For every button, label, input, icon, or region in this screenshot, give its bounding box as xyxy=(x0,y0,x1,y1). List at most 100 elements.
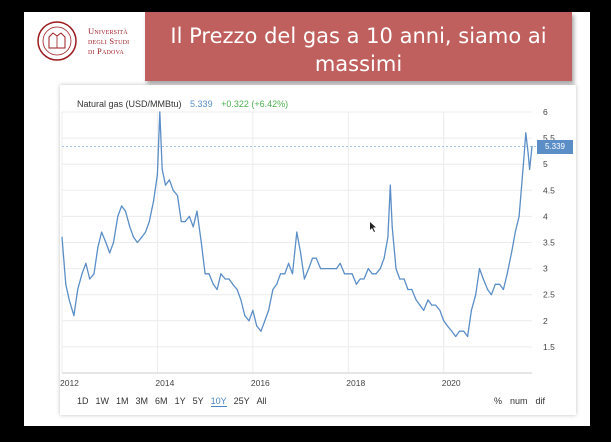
range-button-1w[interactable]: 1W xyxy=(95,396,110,406)
data-point xyxy=(73,314,75,317)
data-point xyxy=(478,268,481,270)
data-point xyxy=(291,273,294,275)
data-point xyxy=(327,268,329,270)
data-point xyxy=(320,268,322,270)
scale-button-percent[interactable]: % xyxy=(494,396,503,406)
data-point xyxy=(427,299,429,301)
data-point xyxy=(101,231,103,233)
y-tick-label: 2.5 xyxy=(543,290,555,300)
data-point xyxy=(490,294,493,296)
data-point xyxy=(132,236,135,238)
university-line-2: degli Studi xyxy=(88,36,130,46)
data-point xyxy=(272,288,274,291)
y-tick-label: 3.5 xyxy=(543,238,555,248)
data-point xyxy=(387,236,389,238)
data-point xyxy=(525,132,527,134)
slide-title: Il Prezzo del gas a 10 anni, siamo ai ma… xyxy=(145,22,572,78)
data-point xyxy=(335,268,337,270)
data-point xyxy=(443,320,445,322)
range-button-1d[interactable]: 1D xyxy=(77,396,89,406)
data-point xyxy=(141,236,143,238)
legend-current-value: 5.339 xyxy=(190,99,213,109)
data-point xyxy=(85,262,87,264)
data-point xyxy=(514,231,516,233)
y-tick-label: 4.5 xyxy=(543,185,555,195)
data-point xyxy=(117,215,119,217)
y-tick-label: 6 xyxy=(543,107,548,117)
data-point xyxy=(359,278,361,280)
range-button-3m[interactable]: 3M xyxy=(135,396,149,406)
range-button-10y[interactable]: 10Y xyxy=(210,396,227,407)
chart-legend: Natural gas (USD/MMBtu) 5.339 +0.322 (+6… xyxy=(77,99,288,109)
data-point xyxy=(299,252,302,254)
data-point xyxy=(204,273,206,275)
data-point xyxy=(375,273,377,275)
data-point xyxy=(518,215,520,217)
slide-title-line-2: massimi xyxy=(314,52,403,76)
data-point xyxy=(458,330,461,332)
range-button-1m[interactable]: 1M xyxy=(116,396,129,406)
data-point xyxy=(112,241,115,244)
slide-title-box: Il Prezzo del gas a 10 anni, siamo ai ma… xyxy=(145,12,572,81)
scale-button-dif[interactable]: dif xyxy=(535,396,546,406)
data-point xyxy=(502,288,504,291)
data-point xyxy=(339,262,341,264)
data-point xyxy=(389,184,391,186)
data-point xyxy=(264,320,266,322)
data-point xyxy=(176,194,179,197)
data-point xyxy=(276,283,278,285)
range-button-6m[interactable]: 6M xyxy=(155,396,168,406)
data-point xyxy=(61,236,63,238)
data-point xyxy=(482,278,484,280)
data-point xyxy=(232,283,234,285)
data-point xyxy=(65,283,67,285)
data-point xyxy=(323,268,326,270)
data-point xyxy=(403,278,405,280)
data-point xyxy=(315,257,317,259)
scale-button-num[interactable]: num xyxy=(510,396,528,406)
data-point xyxy=(487,288,489,291)
university-line-3: di Padova xyxy=(88,46,124,56)
data-point xyxy=(212,283,214,285)
data-point xyxy=(288,262,290,264)
data-point xyxy=(279,273,282,275)
data-point xyxy=(180,221,182,223)
data-point xyxy=(236,288,238,291)
data-point xyxy=(435,304,437,306)
data-point xyxy=(379,268,381,270)
data-point xyxy=(144,231,147,233)
range-button-25y[interactable]: 25Y xyxy=(233,396,250,406)
data-point xyxy=(161,168,163,171)
data-point xyxy=(399,278,401,280)
data-point xyxy=(308,268,310,270)
data-point xyxy=(93,273,95,275)
data-point xyxy=(506,273,508,275)
university-line-1: Università xyxy=(88,26,128,36)
current-price-badge: 5.339 xyxy=(537,140,573,154)
data-point xyxy=(109,252,111,254)
range-button-1y[interactable]: 1Y xyxy=(174,396,186,406)
data-point xyxy=(439,309,441,311)
data-point xyxy=(311,257,314,259)
data-point xyxy=(159,111,161,113)
data-point xyxy=(446,325,449,327)
slide-title-line-1: Il Prezzo del gas a 10 anni, siamo ai xyxy=(170,24,547,48)
range-button-all[interactable]: All xyxy=(256,396,267,406)
data-point xyxy=(200,241,202,244)
data-point xyxy=(121,205,123,207)
data-point xyxy=(395,268,397,270)
data-point xyxy=(419,304,421,306)
data-point xyxy=(531,145,533,148)
data-point xyxy=(184,221,186,223)
data-point xyxy=(303,278,305,280)
data-point xyxy=(371,273,373,275)
scale-mode-selector: % num dif xyxy=(494,396,553,406)
data-point xyxy=(355,283,358,285)
data-point xyxy=(208,273,210,275)
data-point xyxy=(153,200,155,202)
range-button-5y[interactable]: 5Y xyxy=(192,396,204,406)
y-tick-label: 2 xyxy=(543,316,548,326)
data-point xyxy=(77,288,79,291)
data-point xyxy=(89,278,91,280)
